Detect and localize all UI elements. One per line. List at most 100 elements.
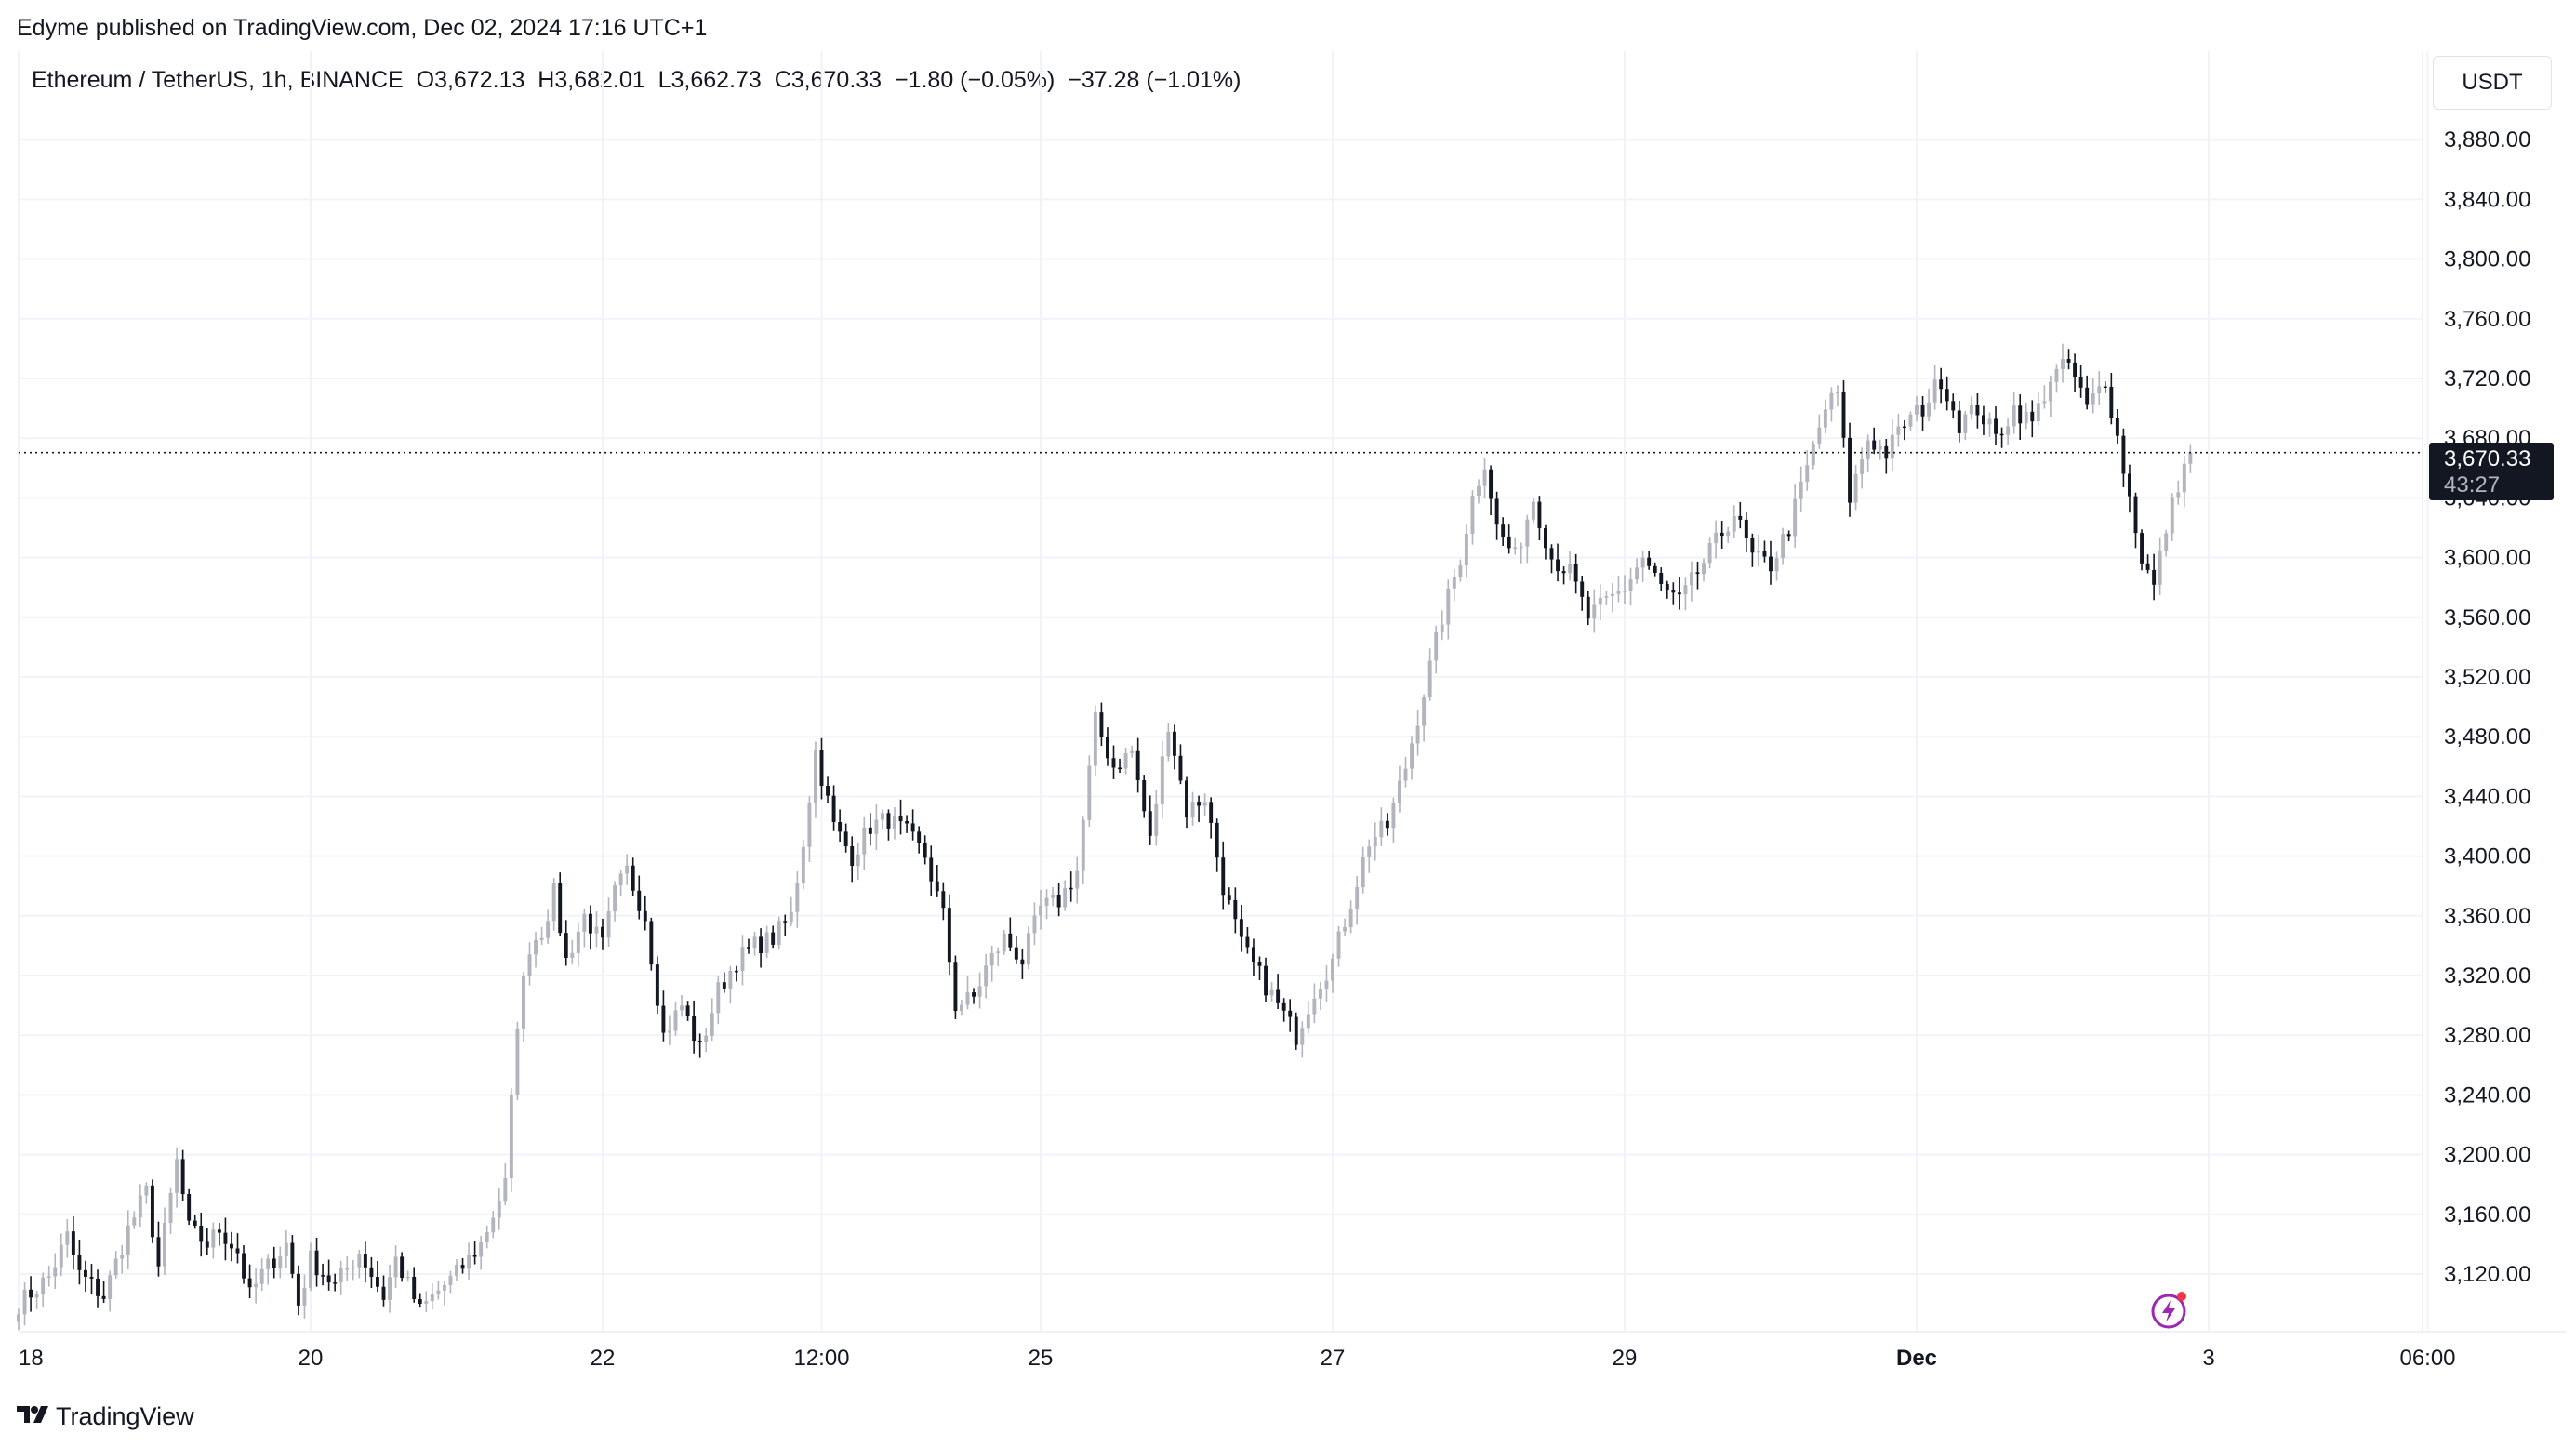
candle-body — [606, 911, 611, 938]
candle-body — [1811, 444, 1815, 466]
candle-body — [2066, 359, 2071, 363]
candle-body — [442, 1284, 446, 1291]
candle-body — [570, 952, 575, 958]
candle-body — [1087, 765, 1092, 820]
candle-body — [193, 1220, 197, 1227]
candle-body — [880, 813, 884, 820]
candle-body — [740, 947, 745, 972]
candle-body — [1890, 434, 1894, 459]
candle-body — [1251, 947, 1255, 962]
candle-body — [2012, 405, 2016, 427]
candle-body — [400, 1256, 405, 1278]
candle-body — [1373, 837, 1377, 847]
chart-grid — [18, 51, 2567, 1333]
symbol-title[interactable]: Ethereum / TetherUS, 1h, BINANCE — [32, 67, 404, 93]
candle-body — [1531, 501, 1535, 520]
candle-body — [1683, 585, 1688, 595]
candle-body — [1829, 392, 1834, 410]
y-tick-label: 3,800.00 — [2444, 247, 2530, 272]
candle-body — [448, 1275, 453, 1285]
candle-body — [1379, 820, 1384, 838]
candle-body — [1501, 524, 1506, 537]
candle-body — [1647, 557, 1652, 566]
candle-body — [953, 962, 958, 1012]
candle-body — [1823, 409, 1827, 428]
candle-body — [1154, 803, 1159, 836]
candle-body — [1878, 445, 1882, 450]
candle-body — [1695, 572, 1700, 575]
candle-body — [1507, 536, 1511, 549]
tradingview-wordmark: TradingView — [56, 1402, 194, 1430]
candle-body — [1580, 581, 1585, 597]
candle-body — [795, 883, 800, 912]
candle-body — [321, 1275, 325, 1277]
candle-body — [418, 1299, 422, 1304]
y-tick-label: 3,760.00 — [2444, 307, 2530, 332]
candle-body — [1835, 392, 1839, 394]
candle-body — [132, 1217, 137, 1226]
currency-button[interactable]: USDT — [2433, 56, 2552, 110]
candle-body — [1281, 1002, 1286, 1011]
bar-countdown: 43:27 — [2444, 472, 2501, 498]
candle-body — [1537, 501, 1542, 528]
y-tick-label: 3,200.00 — [2444, 1143, 2530, 1168]
candle-body — [1160, 756, 1164, 804]
candle-body — [1860, 459, 1865, 474]
candle-body — [467, 1255, 471, 1269]
candle-body — [582, 913, 587, 932]
candle-body — [455, 1265, 458, 1276]
candle-body — [1361, 857, 1365, 888]
candle-body — [1762, 551, 1767, 557]
candle-body — [163, 1223, 166, 1267]
price-chart[interactable]: 3,120.00 3,160.00 3,200.00 3,240.00 3,280.00… — [0, 0, 2576, 1395]
candle-body — [2164, 533, 2169, 551]
candle-body — [1099, 712, 1104, 737]
candle-body — [1720, 532, 1724, 537]
candle-body — [460, 1265, 465, 1269]
candle-body — [838, 821, 843, 832]
candle-body — [2006, 426, 2011, 435]
candle-body — [175, 1159, 179, 1193]
candle-body — [1561, 571, 1566, 574]
candle-body — [1032, 915, 1037, 934]
candle-body — [1945, 389, 1949, 402]
candle-body — [479, 1241, 484, 1257]
lightning-icon[interactable] — [2150, 1289, 2191, 1330]
x-tick-label: 25 — [1029, 1346, 1054, 1371]
candle-body — [503, 1178, 508, 1202]
candle-body — [247, 1278, 252, 1288]
candle-body — [1123, 752, 1128, 769]
candle-body — [1994, 418, 1998, 434]
candle-body — [363, 1254, 367, 1268]
candle-body — [2048, 381, 2052, 402]
candle-body — [108, 1275, 113, 1299]
candle-body — [1817, 427, 1822, 445]
candle-body — [284, 1242, 288, 1257]
candle-body — [1714, 532, 1719, 543]
candle-body — [17, 1314, 20, 1322]
candle-body — [314, 1250, 319, 1276]
candle-body — [2097, 386, 2102, 394]
candle-body — [813, 750, 817, 803]
candle-body — [1975, 405, 1980, 416]
candle-body — [1288, 1010, 1293, 1017]
price-axis[interactable]: 3,120.00 3,160.00 3,200.00 3,240.00 3,280.00… — [2444, 127, 2530, 1287]
time-axis[interactable]: 18 20 22 12:00 25 27 29 Dec 3 06:00 — [19, 1346, 2456, 1371]
candle-body — [680, 1005, 684, 1011]
legend-low: L3,662.73 — [657, 67, 762, 93]
candle-body — [1756, 551, 1760, 553]
candle-body — [2054, 368, 2059, 382]
candle-body — [868, 827, 872, 834]
tradingview-branding[interactable]: TradingView — [17, 1402, 194, 1431]
y-tick-label: 3,480.00 — [2444, 724, 2530, 750]
candle-body — [1002, 933, 1006, 952]
candle-body — [2133, 496, 2138, 534]
candle-body — [254, 1283, 259, 1288]
candle-body — [1774, 558, 1779, 572]
candle-body — [1446, 588, 1451, 625]
candle-body — [1026, 933, 1030, 965]
candle-body — [789, 911, 793, 923]
candle-body — [1957, 410, 1961, 433]
candle-body — [1166, 731, 1171, 757]
candle-body — [618, 873, 623, 886]
